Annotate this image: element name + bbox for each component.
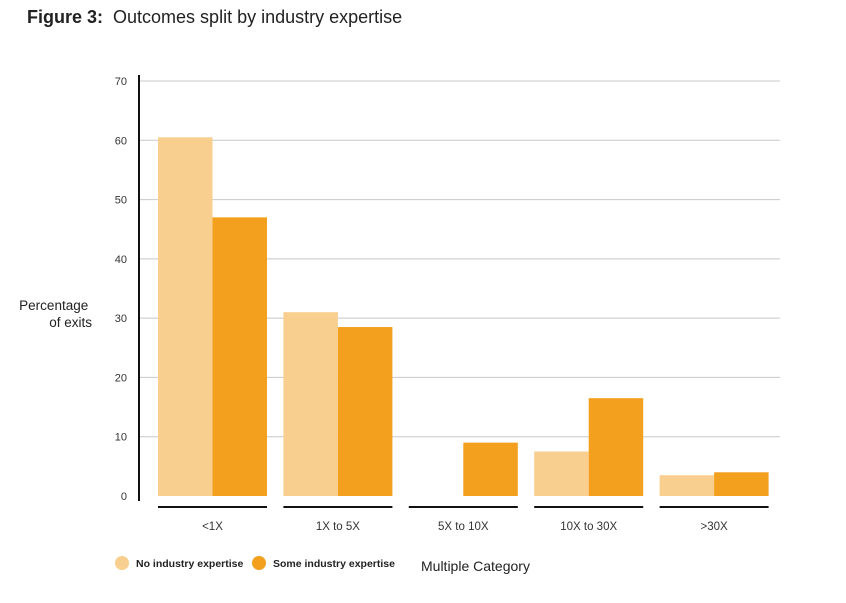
y-tick-labels: 0 10 20 30 40 50 60 70 bbox=[115, 76, 127, 503]
y-tick-label: 40 bbox=[115, 254, 127, 266]
legend-label-some-expertise: Some industry expertise bbox=[273, 558, 395, 570]
y-tick-label: 50 bbox=[115, 195, 127, 207]
y-tick-label: 30 bbox=[115, 313, 127, 325]
legend: No industry expertise Some industry expe… bbox=[115, 556, 395, 570]
legend-swatch-some-expertise bbox=[252, 556, 266, 570]
x-category-label: 5X to 10X bbox=[438, 521, 489, 533]
bar-no-expertise bbox=[158, 137, 213, 497]
chart-title-text: Outcomes split by industry expertise bbox=[113, 7, 402, 27]
y-tick-label: 10 bbox=[115, 432, 127, 444]
y-axis-label-line-2: of exits bbox=[49, 315, 92, 330]
bar-no-expertise bbox=[659, 475, 715, 496]
bar-some-expertise bbox=[714, 472, 769, 496]
x-category-label: 1X to 5X bbox=[316, 521, 360, 533]
bar-some-expertise bbox=[463, 442, 518, 496]
x-category-labels: <1X 1X to 5X 5X to 10X 10X to 30X >30X bbox=[158, 506, 769, 533]
bars bbox=[158, 137, 769, 497]
y-tick-label: 20 bbox=[115, 372, 127, 384]
legend-swatch-no-expertise bbox=[115, 556, 129, 570]
bar-no-expertise bbox=[283, 312, 338, 496]
bar-some-expertise bbox=[212, 217, 267, 496]
chart-title: Figure 3: Outcomes split by industry exp… bbox=[27, 7, 402, 27]
y-tick-label: 60 bbox=[115, 135, 127, 147]
y-axis-label: Percentage of exits bbox=[19, 298, 92, 330]
x-category-label: 10X to 30X bbox=[560, 521, 617, 533]
chart-title-prefix: Figure 3: bbox=[27, 7, 103, 27]
y-tick-label: 0 bbox=[121, 491, 127, 503]
x-axis-label: Multiple Category bbox=[421, 558, 530, 574]
x-category-label: >30X bbox=[701, 521, 729, 533]
bar-no-expertise bbox=[534, 451, 589, 496]
y-axis-label-line-1: Percentage bbox=[19, 298, 88, 313]
bar-some-expertise bbox=[337, 327, 393, 496]
x-category-label: <1X bbox=[202, 521, 223, 533]
legend-label-no-expertise: No industry expertise bbox=[136, 558, 244, 570]
bar-some-expertise bbox=[588, 398, 644, 496]
y-tick-label: 70 bbox=[115, 76, 127, 88]
